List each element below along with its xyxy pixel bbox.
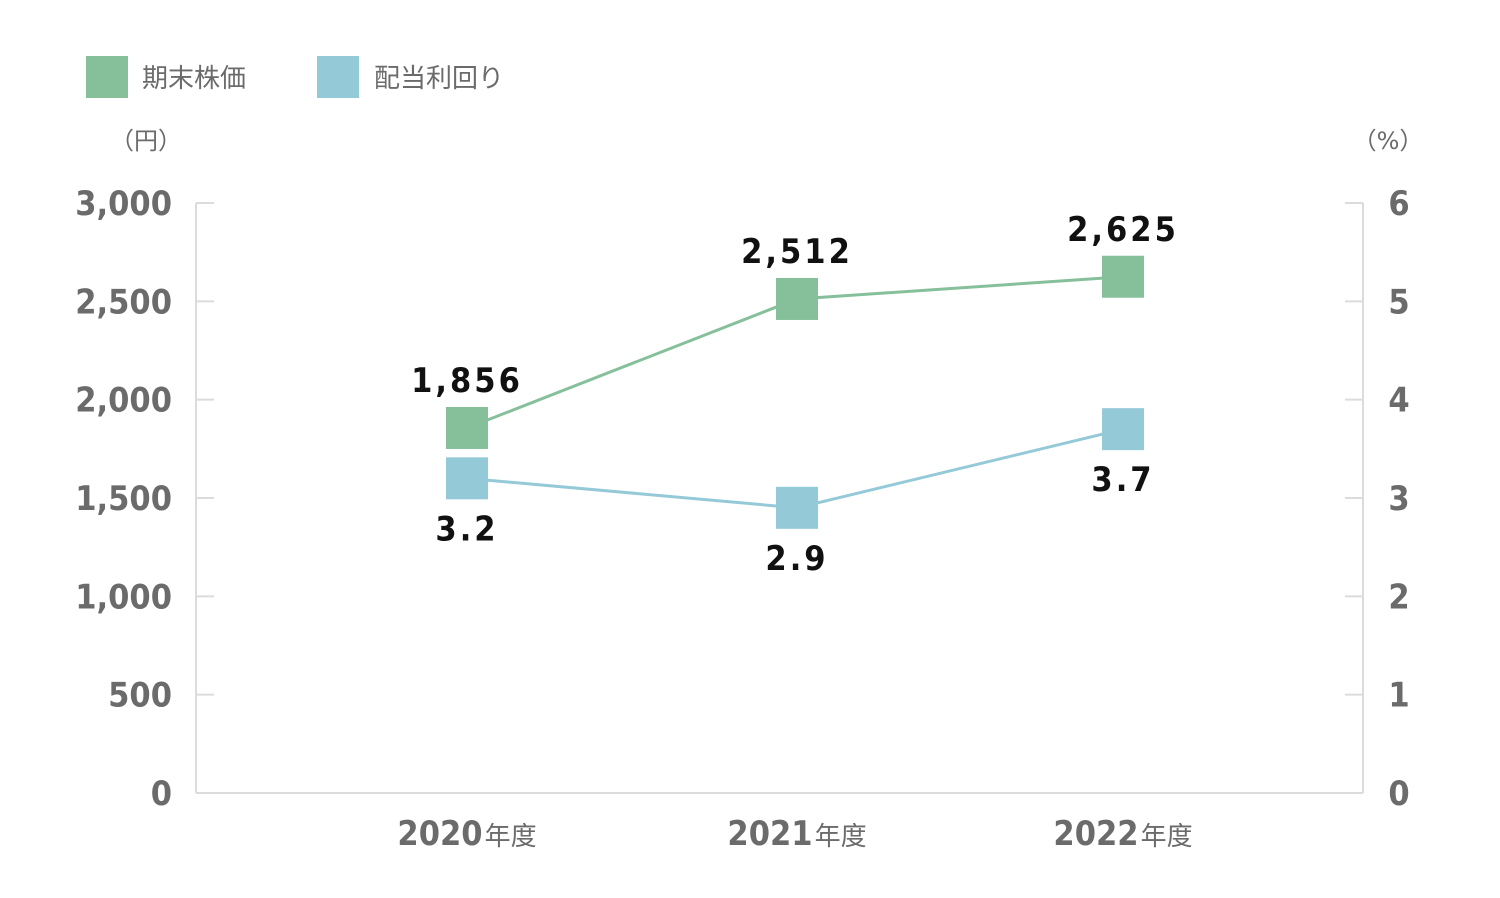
right-axis-unit: （%） [1353,127,1424,155]
right-tick-label: 5 [1388,282,1409,322]
left-axis-ticks: 0 500 1,000 1,500 2,000 2,500 3,000 [75,184,214,814]
right-tick-label: 4 [1388,381,1409,421]
data-labels: 1,856 2,512 2,625 3.2 2.9 3.7 [411,210,1179,579]
right-tick-label: 6 [1388,184,1409,224]
right-tick-label: 1 [1388,676,1409,716]
legend-swatch-stock-price [86,56,128,98]
legend-swatch-dividend-yield [317,56,359,98]
series-0-data-label: 2,625 [1067,210,1179,250]
series-1-marker [1102,408,1144,451]
series-0-data-label: 2,512 [741,232,853,272]
left-tick-label: 0 [151,774,172,814]
series-0-marker [446,406,488,449]
left-tick-label: 1,000 [75,577,172,617]
right-tick-label: 3 [1388,479,1409,519]
left-axis-unit: （円） [110,127,182,155]
left-tick-label: 2,500 [75,282,172,322]
x-tick-label: 2022年度 [1053,814,1192,854]
left-tick-label: 1,500 [75,479,172,519]
legend: 期末株価 配当利回り [86,56,504,98]
x-axis-ticks: 2020年度 2021年度 2022年度 [397,814,1192,854]
series-0-data-label: 1,856 [411,361,523,401]
series-markers [446,255,1144,529]
series-0-marker [776,277,818,320]
series-1-data-label: 3.7 [1091,460,1154,500]
x-tick-label: 2020年度 [397,814,536,854]
series-0-marker [1102,255,1144,298]
right-tick-label: 2 [1388,577,1409,617]
left-tick-label: 3,000 [75,184,172,224]
series-1-marker [446,457,488,500]
left-tick-label: 500 [108,676,172,716]
legend-label-dividend-yield: 配当利回り [374,64,504,94]
series-1-data-label: 3.2 [435,509,498,549]
legend-label-stock-price: 期末株価 [142,64,246,94]
left-tick-label: 2,000 [75,381,172,421]
right-axis-ticks: 0 1 2 3 4 5 6 [1345,184,1410,814]
x-tick-label: 2021年度 [727,814,866,854]
right-tick-label: 0 [1388,774,1409,814]
series-1-marker [776,486,818,529]
series-1-data-label: 2.9 [765,539,828,579]
